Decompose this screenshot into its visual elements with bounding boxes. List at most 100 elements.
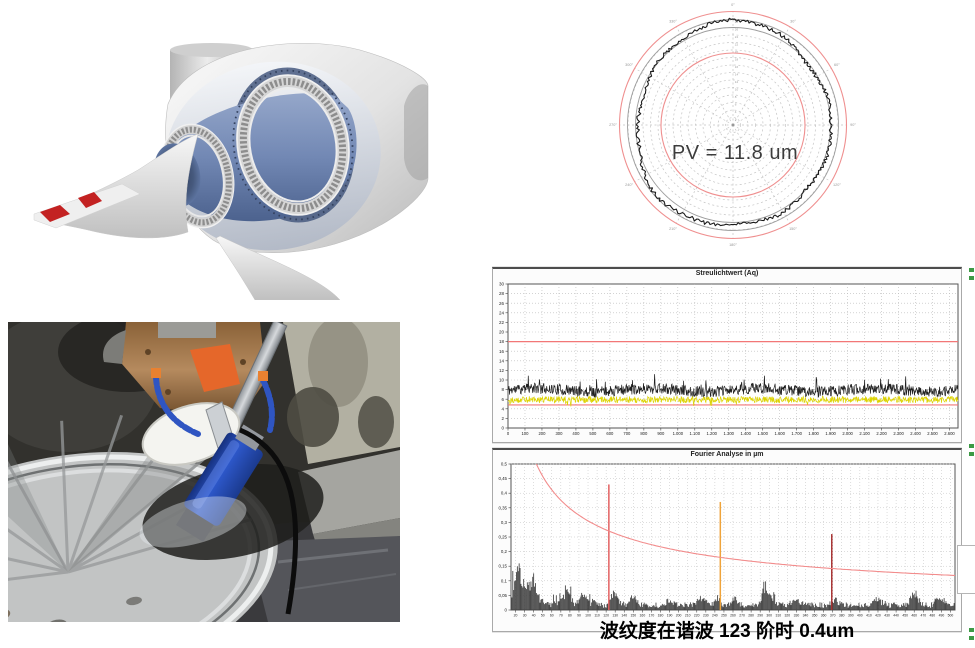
polar-angle-label: 330°	[669, 19, 677, 23]
svg-text:180: 180	[658, 614, 664, 618]
svg-text:16: 16	[499, 349, 505, 354]
scattered-light-chart-title: Streulichtwert (Aq)	[695, 270, 759, 277]
svg-text:0,1: 0,1	[501, 578, 508, 583]
svg-text:0,35: 0,35	[498, 505, 507, 510]
svg-text:140: 140	[621, 614, 627, 618]
svg-text:110: 110	[594, 614, 600, 618]
svg-text:0,5: 0,5	[501, 462, 508, 467]
polar-radial-label: 12	[735, 80, 739, 84]
svg-text:300: 300	[555, 431, 563, 436]
svg-text:470: 470	[920, 614, 926, 618]
roundness-trace	[635, 17, 833, 227]
svg-text:0,25: 0,25	[498, 535, 507, 540]
axis-labels: 0 0,05 0,1 0,15 0,2 0,25 0,3 0,35 0,4 0,45 0,5 20 30…	[498, 462, 953, 618]
polar-grid: 0° 30° 60° 90° 120° 150° 180° 210° 240° 270° 300° 3…	[609, 3, 856, 247]
svg-text:40: 40	[532, 614, 536, 618]
polar-angle-label: 240°	[625, 183, 633, 187]
svg-text:400: 400	[857, 614, 863, 618]
svg-text:0: 0	[505, 608, 508, 613]
polar-radial-label: 6	[735, 102, 737, 106]
svg-text:22: 22	[499, 320, 505, 325]
blade-tip	[33, 183, 141, 229]
polar-radial-label: 10	[735, 87, 739, 91]
svg-text:1.200: 1.200	[707, 431, 718, 436]
svg-text:280: 280	[748, 614, 754, 618]
clipped-panel-edge	[957, 545, 975, 594]
svg-text:360: 360	[821, 614, 827, 618]
svg-text:200: 200	[538, 431, 546, 436]
roundness-polar-chart: 0° 30° 60° 90° 120° 150° 180° 210° 240° 270° 300° 3…	[605, 0, 870, 258]
svg-text:18: 18	[499, 339, 505, 344]
svg-text:150: 150	[630, 614, 636, 618]
polar-angle-label: 30°	[790, 19, 796, 23]
selection-handle	[969, 636, 974, 640]
coolant-hose	[151, 368, 275, 437]
polar-radial-label: 18	[735, 57, 739, 61]
machine-photo-image	[0, 312, 428, 648]
fourier-chart-title: Fourier Analyse in µm	[690, 451, 764, 458]
tolerance-circle	[660, 52, 806, 198]
roundness-polar-plot: 0° 30° 60° 90° 120° 150° 180° 210° 240° 270° 300° 3…	[609, 3, 856, 247]
svg-text:340: 340	[803, 614, 809, 618]
svg-text:1.700: 1.700	[791, 431, 802, 436]
fourier-chart: 0 0,05 0,1 0,15 0,2 0,25 0,3 0,35 0,4 0,45 0,5 20 30…	[498, 462, 956, 618]
polar-angle-label: 60°	[834, 63, 840, 67]
machine-chute	[248, 450, 400, 622]
svg-text:0: 0	[501, 426, 504, 431]
svg-text:2.100: 2.100	[859, 431, 870, 436]
polar-radial-label: 20	[735, 50, 739, 54]
sensor-cable	[239, 427, 299, 615]
svg-text:460: 460	[911, 614, 917, 618]
polar-radial-label: 2	[735, 117, 737, 121]
svg-text:240: 240	[712, 614, 718, 618]
glare	[139, 496, 247, 548]
turbine-hub-render-figure	[30, 8, 430, 301]
fourier-chart-window: Fourier Analyse in µm 0 0,05 0,1 0,15 0,2 0,2…	[492, 448, 962, 632]
svg-text:490: 490	[939, 614, 945, 618]
svg-text:130: 130	[612, 614, 618, 618]
grid	[511, 463, 955, 610]
svg-text:330: 330	[794, 614, 800, 618]
svg-text:250: 250	[721, 614, 727, 618]
svg-text:350: 350	[812, 614, 818, 618]
polar-radial-label: 24	[735, 35, 739, 39]
svg-text:400: 400	[572, 431, 580, 436]
svg-text:0,45: 0,45	[498, 476, 507, 481]
svg-text:120: 120	[603, 614, 609, 618]
polar-radial-label: 22	[735, 42, 739, 46]
selection-handle	[969, 444, 974, 448]
svg-text:270: 270	[739, 614, 745, 618]
svg-text:0: 0	[507, 431, 510, 436]
svg-text:50: 50	[541, 614, 545, 618]
polar-angle-label: 120°	[833, 183, 841, 187]
svg-text:700: 700	[623, 431, 631, 436]
svg-text:300: 300	[766, 614, 772, 618]
machine-shadow	[142, 464, 324, 560]
svg-text:2.300: 2.300	[893, 431, 904, 436]
svg-text:1.000: 1.000	[673, 431, 684, 436]
svg-text:10: 10	[499, 378, 505, 383]
svg-text:28: 28	[499, 291, 505, 296]
svg-text:320: 320	[785, 614, 791, 618]
polar-radial-label: 26	[735, 27, 739, 31]
svg-text:1.400: 1.400	[740, 431, 751, 436]
rotor-blade-root	[215, 235, 341, 301]
svg-text:900: 900	[657, 431, 665, 436]
selection-handle	[969, 276, 974, 280]
svg-text:600: 600	[606, 431, 614, 436]
svg-text:26: 26	[499, 301, 505, 306]
polar-angle-label: 90°	[850, 123, 856, 127]
svg-text:200: 200	[676, 614, 682, 618]
scattered-light-chart-window: Streulichtwert (Aq) 0 2 4 6 8 10 12 14 16 18 20 22 2…	[492, 267, 962, 443]
orange-bracket	[190, 344, 240, 392]
svg-text:30: 30	[499, 282, 505, 287]
svg-text:24: 24	[499, 310, 505, 315]
selection-handle	[969, 452, 974, 456]
bearing-right	[232, 69, 354, 221]
svg-text:0,3: 0,3	[501, 520, 508, 525]
svg-text:100: 100	[585, 614, 591, 618]
polar-angle-label: 150°	[789, 227, 797, 231]
svg-text:20: 20	[514, 614, 518, 618]
svg-text:0,2: 0,2	[501, 549, 508, 554]
